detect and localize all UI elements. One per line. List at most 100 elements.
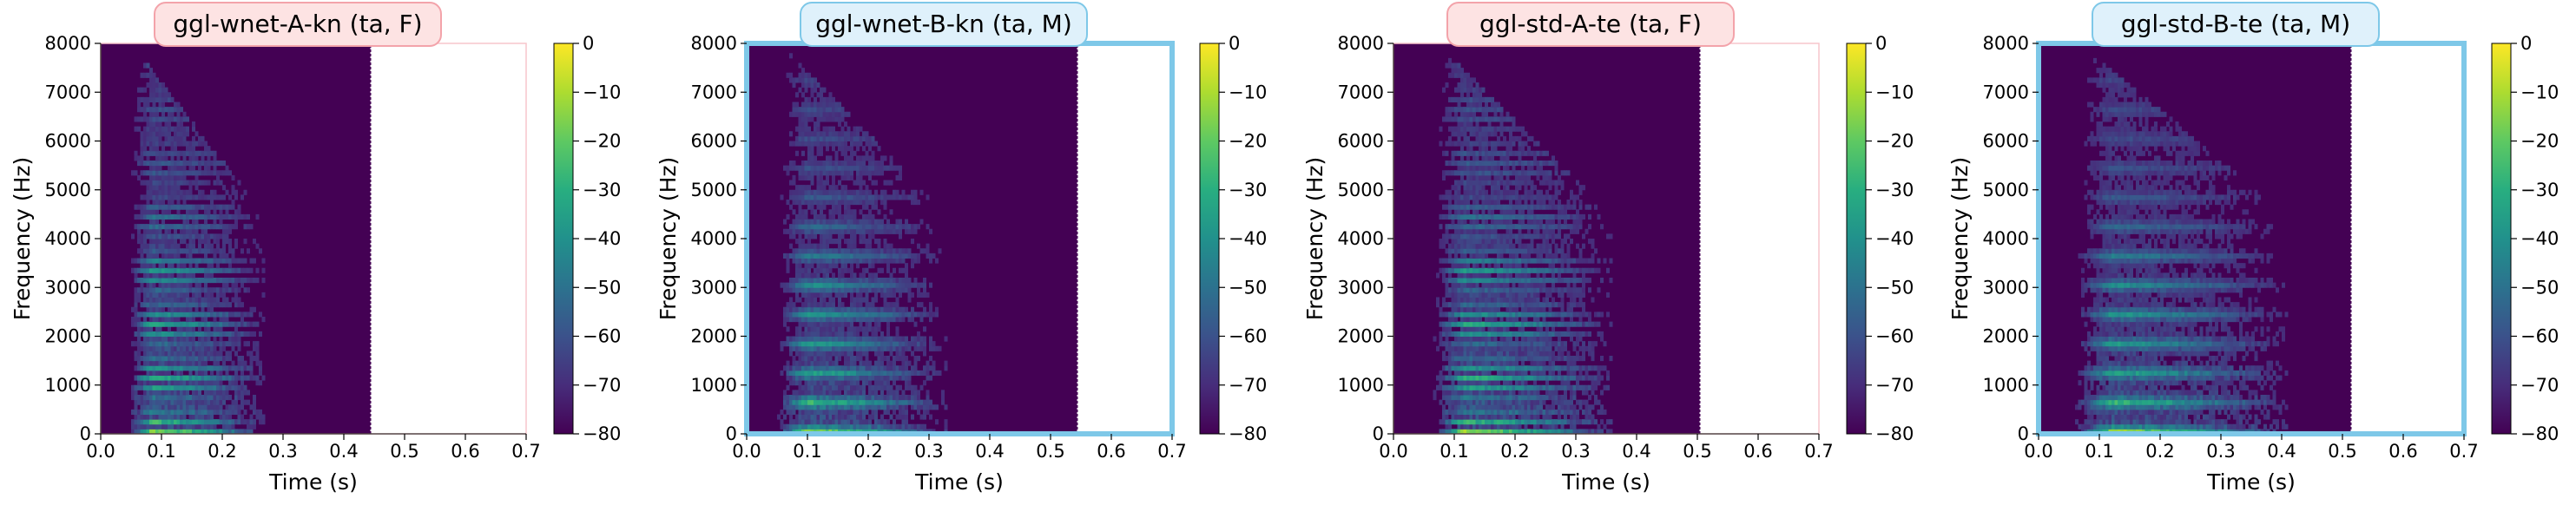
spectrogram-cell <box>798 116 802 122</box>
spectrogram-cell <box>140 429 144 435</box>
spectrogram-cell <box>131 419 135 425</box>
spectrogram-cell <box>234 239 238 245</box>
spectrogram-cell <box>816 248 820 254</box>
spectrogram-cell <box>149 189 153 195</box>
spectrogram-cell <box>198 312 201 318</box>
spectrogram-cell <box>889 404 893 410</box>
spectrogram-cell <box>816 126 820 132</box>
spectrogram-cell <box>810 370 814 376</box>
spectrogram-cell <box>146 131 150 137</box>
spectrogram-cell <box>1466 384 1470 390</box>
spectrogram-cell <box>856 326 860 332</box>
spectrogram-cell <box>161 370 165 376</box>
spectrogram-cell <box>137 126 141 132</box>
spectrogram-cell <box>170 317 175 323</box>
spectrogram-cell <box>225 312 229 318</box>
spectrogram-cell <box>899 399 902 405</box>
spectrogram-cell <box>783 423 787 430</box>
spectrogram-cell <box>219 351 223 357</box>
spectrogram-cell <box>219 375 223 381</box>
spectrogram-cell <box>161 365 165 371</box>
spectrogram-cell <box>1460 87 1464 93</box>
spectrogram-cell <box>804 243 808 249</box>
spectrogram-cell <box>826 165 829 171</box>
spectrogram-cell <box>1439 267 1443 273</box>
spectrogram-cell <box>210 297 214 303</box>
spectrogram-cell <box>1445 170 1449 176</box>
spectrogram-cell <box>1436 302 1440 308</box>
spectrogram-cell <box>789 243 793 249</box>
spectrogram-cell <box>146 194 150 200</box>
spectrogram-cell <box>222 399 226 405</box>
spectrogram-cell <box>856 180 860 186</box>
spectrogram-cell <box>844 258 847 264</box>
spectrogram-cell <box>807 150 811 156</box>
spectrogram-cell <box>899 165 902 171</box>
spectrogram-cell <box>207 233 211 239</box>
spectrogram-cell <box>814 200 817 206</box>
spectrogram-cell <box>149 165 153 171</box>
spectrogram-cell <box>198 345 201 351</box>
spectrogram-cell <box>1457 107 1461 113</box>
spectrogram-cell <box>137 102 141 108</box>
spectrogram-cell <box>822 243 827 249</box>
spectrogram-cell <box>856 278 860 284</box>
spectrogram-cell <box>847 189 851 195</box>
spectrogram-cell <box>1463 150 1467 156</box>
spectrogram-cell <box>886 248 890 254</box>
spectrogram-cell <box>828 345 833 351</box>
spectrogram-cell <box>816 419 820 425</box>
spectrogram-cell <box>798 248 802 254</box>
spectrogram-cell <box>1463 312 1467 318</box>
spectrogram-cell <box>834 351 839 357</box>
spectrogram-cell <box>186 194 189 200</box>
colorbar-tick-label: −50 <box>583 277 621 298</box>
spectrogram-cell <box>174 185 177 191</box>
spectrogram-cell <box>798 87 802 93</box>
spectrogram-cell <box>194 185 199 191</box>
spectrogram-cell <box>149 135 153 141</box>
spectrogram-cell <box>1457 194 1461 200</box>
spectrogram-cell <box>874 180 878 186</box>
spectrogram-cell <box>180 384 183 390</box>
spectrogram-cell <box>917 345 920 351</box>
spectrogram-cell <box>143 228 147 234</box>
spectrogram-cell <box>161 185 165 191</box>
spectrogram-cell <box>877 248 881 254</box>
spectrogram-cell <box>198 243 201 249</box>
spectrogram-cell <box>188 155 193 161</box>
spectrogram-cell <box>231 224 235 230</box>
spectrogram-cell <box>826 116 829 122</box>
spectrogram-cell <box>826 248 829 254</box>
spectrogram-cell <box>231 345 235 351</box>
spectrogram-cell <box>158 326 162 332</box>
spectrogram-cell <box>158 180 162 186</box>
spectrogram-cell <box>926 312 930 318</box>
spectrogram-cell <box>219 302 223 308</box>
spectrogram-cell <box>1454 292 1458 298</box>
spectrogram-cell <box>1460 317 1464 323</box>
x-tick-label: 0.0 <box>86 441 115 462</box>
spectrogram-cell <box>840 272 845 279</box>
spectrogram-cell <box>1445 419 1449 425</box>
spectrogram-cell <box>170 345 175 351</box>
spectrogram-cell <box>219 213 223 220</box>
spectrogram-cell <box>168 302 171 308</box>
spectrogram-cell <box>859 326 863 332</box>
spectrogram-cell <box>838 297 841 303</box>
spectrogram-cell <box>231 423 235 430</box>
spectrogram-cell <box>194 370 199 376</box>
spectrogram-cell <box>1460 360 1464 366</box>
spectrogram-cell <box>219 287 223 293</box>
spectrogram-cell <box>877 278 881 284</box>
spectrogram-cell <box>844 189 847 195</box>
spectrogram-cell <box>161 107 165 113</box>
spectrogram-cell <box>201 356 205 362</box>
spectrogram-cell <box>188 224 193 230</box>
spectrogram-cell <box>222 360 226 366</box>
spectrogram-cell <box>865 213 869 220</box>
spectrogram-cell <box>816 92 820 98</box>
spectrogram-cell <box>847 213 851 220</box>
spectrogram-cell <box>237 341 241 347</box>
spectrogram-cell <box>807 341 811 347</box>
